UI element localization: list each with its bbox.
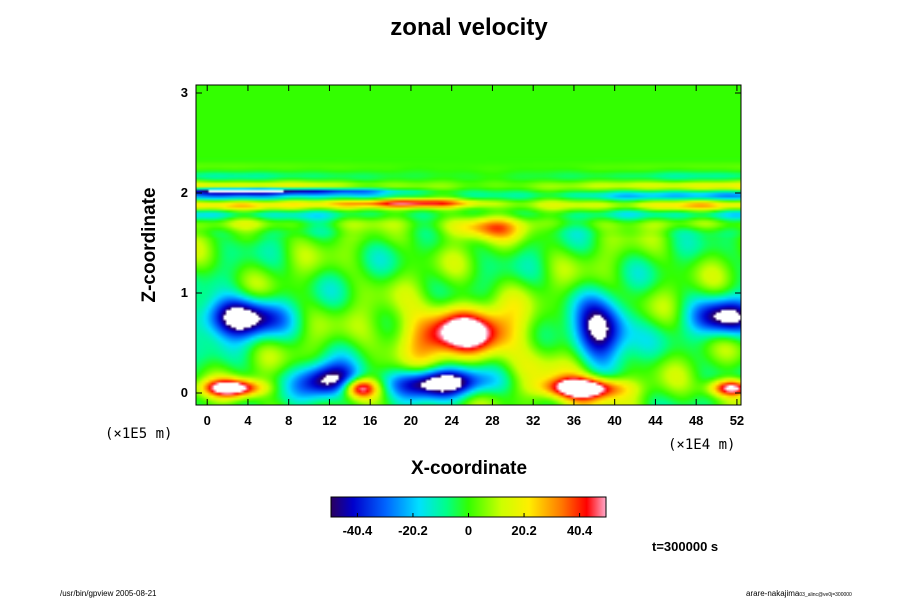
x-tick-label: 48 (688, 413, 704, 428)
colorbar-tick-label: 40.4 (566, 523, 593, 538)
x-tick-label: 52 (729, 413, 745, 428)
colorbar-tick-label: 20.2 (511, 523, 537, 538)
x-axis-label: X-coordinate (410, 458, 528, 479)
colorbar-tick-label: 0 (464, 523, 473, 538)
x-tick-label: 40 (607, 413, 622, 428)
x-tick-label: 36 (566, 413, 582, 428)
y-tick-label: 0 (180, 385, 188, 400)
x-tick-label: 20 (403, 413, 419, 428)
y-scale-note: (×1E5 m) (105, 426, 173, 442)
x-tick-label: 4 (244, 413, 252, 428)
x-tick-label: 28 (485, 413, 500, 428)
velocity-field (196, 85, 741, 405)
x-tick-marks (206, 85, 738, 405)
colorbar-tick-label: -40.4 (342, 523, 373, 538)
x-tick-label: 0 (203, 413, 211, 428)
footer-left: /usr/bin/gpview 2005-08-21 (60, 589, 157, 598)
colorbar-tick-marks (356, 513, 581, 517)
x-tick-label: 16 (362, 413, 378, 428)
footer-author: arare-nakajima (746, 589, 800, 598)
x-tick-label: 8 (285, 413, 293, 428)
chart-title: zonal velocity (390, 14, 548, 41)
x-tick-label: 12 (322, 413, 337, 428)
x-tick-label: 24 (444, 413, 459, 428)
colorbar-tick-label: -20.2 (398, 523, 428, 538)
y-tick-label: 2 (180, 185, 188, 200)
y-tick-marks (196, 92, 741, 394)
x-tick-label: 44 (648, 413, 663, 428)
x-scale-note: (×1E4 m) (668, 437, 736, 453)
footer-right: arare-nakajima03_alinc@ve0j=300000 (746, 589, 852, 598)
y-tick-label: 3 (180, 85, 188, 100)
y-tick-label: 1 (180, 285, 188, 300)
y-axis-label: Z-coordinate (139, 187, 160, 303)
footer-run-id: 03_alinc@ve0j=300000 (799, 592, 852, 598)
x-tick-label: 32 (525, 413, 541, 428)
plot-frame (195, 84, 742, 406)
time-label: t=300000 s (652, 539, 719, 554)
